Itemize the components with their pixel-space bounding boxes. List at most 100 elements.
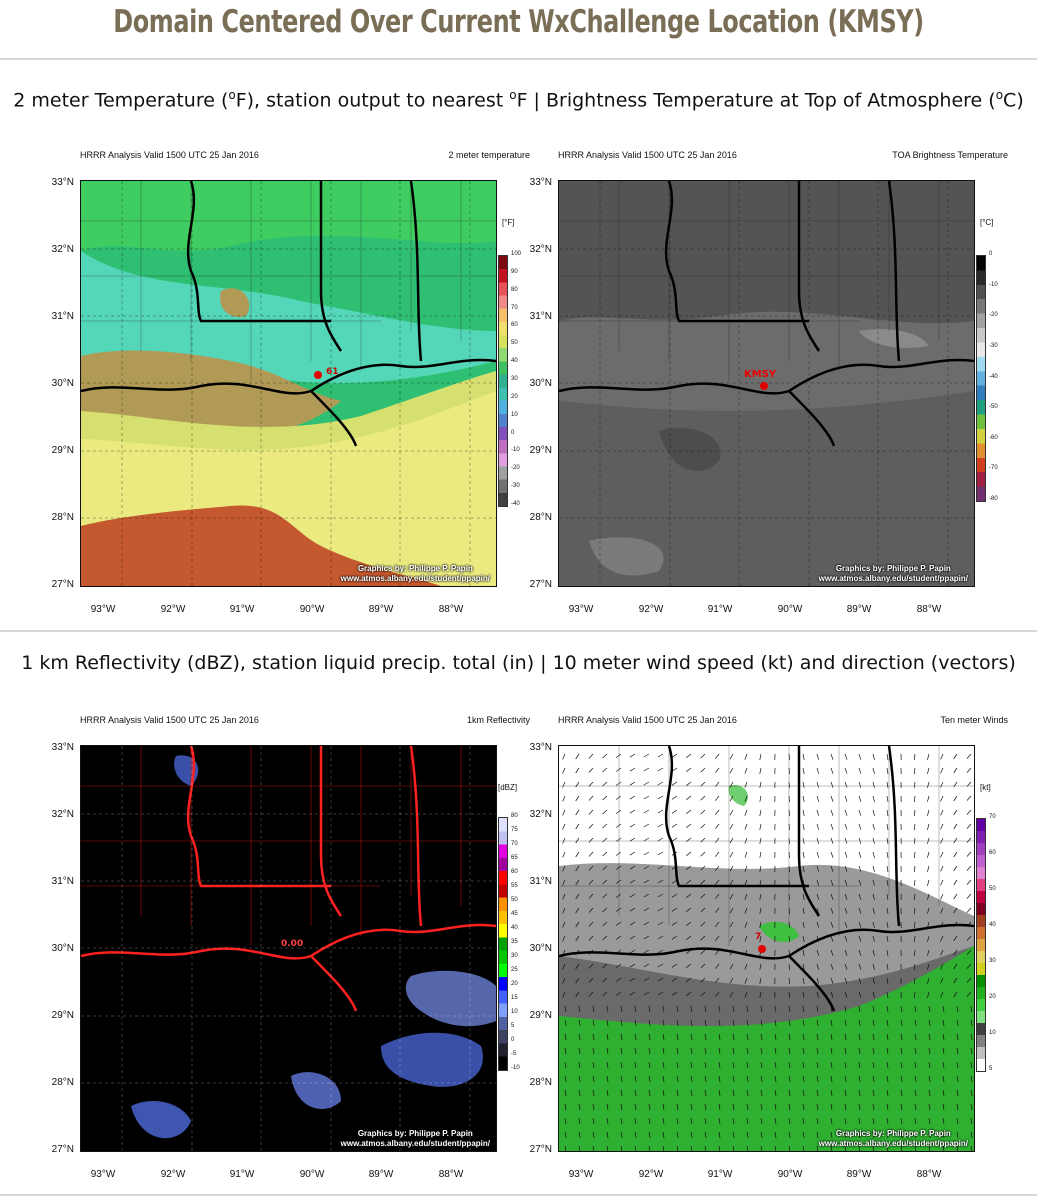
map-outlines (559, 181, 974, 586)
latitude-label: 30°N (51, 943, 74, 954)
colorbar-tick-label: -70 (989, 465, 998, 472)
colorbar-tick-label: 80 (511, 813, 518, 819)
longitude-label: 90°W (299, 604, 325, 615)
map-area: 7 Graphics by: Philippe P. Papin www.atmo… (558, 745, 975, 1152)
graphics-credit: Graphics by: Philippe P. Papin www.atmos.… (818, 564, 968, 583)
longitude-label: 89°W (368, 1169, 394, 1180)
section-caption: 2 meter Temperature (oF), station output… (13, 88, 1024, 112)
longitude-label: 92°W (160, 1169, 186, 1180)
map-panel-winds: HRRR Analysis Valid 1500 UTC 25 Jan 2016… (528, 715, 1028, 1185)
colorbar-tick-label: 40 (511, 925, 518, 931)
colorbar-tick-label: 75 (511, 827, 518, 833)
longitude-label: 88°W (438, 604, 464, 615)
latitude-label: 31°N (529, 876, 552, 887)
colorbar-tick-label: -30 (511, 483, 520, 490)
colorbar-tick-label: -20 (511, 465, 520, 472)
latitude-label: 29°N (529, 1010, 552, 1021)
colorbar-tick-label: 70 (511, 841, 518, 847)
colorbar-tick-label: -40 (511, 501, 520, 507)
map-area: KMSY Graphics by: Philippe P. Papin www.a… (558, 180, 975, 587)
graphics-credit: Graphics by: Philippe P. Papin www.atmos.… (340, 1129, 490, 1148)
map-outlines (81, 181, 496, 586)
map-panel-brightness-temperature: HRRR Analysis Valid 1500 UTC 25 Jan 2016… (528, 150, 1028, 620)
reflectivity-field (81, 746, 496, 1151)
colorbar-tick-label: 0 (511, 429, 515, 436)
longitude-label: 88°W (438, 1169, 464, 1180)
latitude-label: 28°N (529, 1077, 552, 1088)
colorbar-tick-label: 60 (511, 322, 518, 329)
divider (0, 1194, 1037, 1196)
latitude-label: 29°N (529, 445, 552, 456)
colorbar (498, 817, 508, 1071)
colorbar-unit: [°C] (980, 218, 994, 227)
wind-vectors (562, 753, 973, 1151)
colorbar-unit: [°F] (502, 218, 515, 227)
colorbar-tick-label: 5 (989, 1066, 993, 1072)
latitude-label: 33°N (529, 177, 552, 188)
latitude-label: 32°N (51, 809, 74, 820)
colorbar-tick-label: 40 (989, 922, 996, 928)
colorbar-tick-label: 25 (511, 967, 518, 973)
colorbar-tick-label: 80 (511, 286, 518, 293)
latitude-label: 30°N (51, 378, 74, 389)
divider (0, 630, 1037, 632)
longitude-label: 90°W (299, 1169, 325, 1180)
map-panel-temperature: HRRR Analysis Valid 1500 UTC 25 Jan 2016… (50, 150, 550, 620)
station-label: 7 (755, 932, 762, 942)
longitude-label: 93°W (90, 604, 116, 615)
longitude-label: 91°W (229, 1169, 255, 1180)
latitude-label: 30°N (529, 943, 552, 954)
latitude-label: 27°N (51, 1144, 74, 1155)
colorbar-tick-label: -80 (989, 496, 998, 502)
colorbar-tick-label: 90 (511, 268, 518, 275)
latitude-label: 33°N (529, 742, 552, 753)
panel-valid-time: HRRR Analysis Valid 1500 UTC 25 Jan 2016 (558, 150, 737, 160)
section-caption: 1 km Reflectivity (dBZ), station liquid … (21, 652, 1016, 674)
colorbar-tick-label: 60 (989, 850, 996, 856)
longitude-label: 91°W (229, 604, 255, 615)
colorbar-tick-label: 65 (511, 855, 518, 861)
colorbar-tick-label: 50 (511, 897, 518, 903)
brightness-field (559, 181, 974, 586)
longitude-label: 90°W (777, 1169, 803, 1180)
temperature-field (81, 181, 496, 586)
station-label: 61 (326, 367, 339, 377)
colorbar-tick-label: -50 (989, 404, 998, 411)
colorbar-tick-label: 20 (511, 981, 518, 987)
longitude-label: 92°W (638, 1169, 664, 1180)
longitude-label: 93°W (568, 1169, 594, 1180)
latitude-label: 31°N (51, 876, 74, 887)
map-area: 61 Graphics by: Philippe P. Papin www.atm… (80, 180, 497, 587)
colorbar-tick-label: 55 (511, 883, 518, 889)
latitude-label: 29°N (51, 1010, 74, 1021)
latitude-label: 30°N (529, 378, 552, 389)
panel-valid-time: HRRR Analysis Valid 1500 UTC 25 Jan 2016 (558, 715, 737, 725)
colorbar-tick-label: 0 (511, 1037, 515, 1043)
colorbar-unit: [dBZ] (498, 783, 518, 792)
panel-field-name: 2 meter temperature (448, 150, 530, 160)
colorbar-tick-label: -20 (989, 312, 998, 319)
colorbar-tick-label: 20 (511, 393, 518, 400)
colorbar-tick-label: 30 (989, 958, 996, 964)
latitude-label: 28°N (529, 512, 552, 523)
colorbar-tick-label: -60 (989, 434, 998, 441)
wind-speed-field (559, 746, 974, 1151)
latitude-label: 31°N (51, 311, 74, 322)
longitude-label: 90°W (777, 604, 803, 615)
colorbar-tick-label: -30 (989, 342, 998, 349)
colorbar-tick-label: 30 (511, 376, 518, 382)
map-outlines (81, 746, 496, 1151)
longitude-label: 89°W (368, 604, 394, 615)
colorbar-tick-label: 70 (989, 814, 996, 820)
longitude-label: 88°W (916, 1169, 942, 1180)
colorbar-tick-label: 15 (511, 995, 518, 1001)
colorbar (976, 818, 986, 1072)
colorbar-tick-label: 30 (511, 953, 518, 959)
panel-field-name: 1km Reflectivity (466, 715, 530, 725)
latitude-label: 31°N (529, 311, 552, 322)
latitude-label: 32°N (51, 244, 74, 255)
map-panel-reflectivity: HRRR Analysis Valid 1500 UTC 25 Jan 2016… (50, 715, 550, 1185)
latitude-label: 28°N (51, 1077, 74, 1088)
latitude-label: 27°N (529, 579, 552, 590)
graphics-credit: Graphics by: Philippe P. Papin www.atmos.… (340, 564, 490, 583)
